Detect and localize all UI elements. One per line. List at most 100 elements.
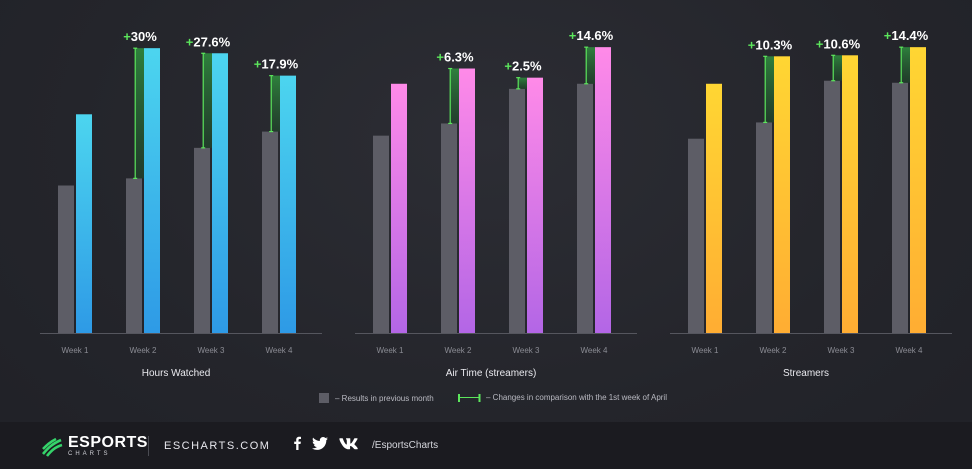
brand-logo[interactable]: ESPORTS CHARTS bbox=[40, 434, 148, 458]
bar-current bbox=[391, 83, 407, 333]
x-tick-label: Week 1 bbox=[377, 346, 405, 355]
change-band bbox=[833, 55, 842, 81]
change-band bbox=[765, 56, 774, 123]
logo-main-text: ESPORTS bbox=[68, 434, 148, 451]
logo-mark-icon bbox=[42, 437, 63, 457]
bar-previous bbox=[824, 80, 840, 333]
bar-current bbox=[706, 83, 722, 333]
bar-current bbox=[842, 55, 858, 334]
change-band bbox=[271, 75, 280, 132]
legend: – Results in previous month – Changes in… bbox=[0, 393, 972, 407]
bar-previous bbox=[688, 138, 704, 333]
x-tick-label: Week 3 bbox=[828, 346, 856, 355]
bar-previous bbox=[577, 83, 593, 333]
change-sign: + bbox=[186, 34, 194, 49]
change-value: 2.5% bbox=[512, 59, 542, 74]
change-value: 6.3% bbox=[444, 50, 474, 65]
change-label: +14.6% bbox=[569, 28, 614, 43]
change-value: 10.6% bbox=[823, 36, 860, 51]
change-label: +10.3% bbox=[748, 37, 793, 52]
change-value: 10.3% bbox=[755, 37, 792, 52]
chart-title: Hours Watched bbox=[142, 368, 211, 379]
bar-current bbox=[76, 114, 92, 333]
change-sign: + bbox=[436, 50, 444, 65]
x-tick-label: Week 4 bbox=[266, 346, 294, 355]
bar-previous bbox=[441, 123, 457, 333]
change-label: +2.5% bbox=[504, 59, 542, 74]
bar-current bbox=[774, 56, 790, 334]
bar-previous bbox=[892, 82, 908, 333]
logo-sub-text: CHARTS bbox=[68, 451, 111, 457]
x-tick-label: Week 3 bbox=[198, 346, 226, 355]
facebook-icon[interactable] bbox=[292, 436, 302, 455]
change-label: +17.9% bbox=[254, 57, 299, 72]
change-value: 14.6% bbox=[576, 28, 613, 43]
change-value: 14.4% bbox=[891, 28, 928, 43]
x-tick-label: Week 1 bbox=[692, 346, 720, 355]
legend-item-change: – Changes in comparison with the 1st wee… bbox=[458, 393, 667, 402]
x-tick-label: Week 2 bbox=[445, 346, 473, 355]
change-label: +6.3% bbox=[436, 50, 474, 65]
change-sign: + bbox=[504, 59, 512, 74]
change-value: 30% bbox=[131, 29, 157, 44]
change-sign: + bbox=[884, 28, 892, 43]
charts-svg: Week 1 Week 2 +30% Week 3 +27.6% Week 4 +17.9%… bbox=[40, 28, 952, 379]
social-links: /EsportsCharts bbox=[292, 436, 448, 455]
bar-previous bbox=[373, 135, 389, 333]
change-band bbox=[586, 47, 595, 84]
x-tick-label: Week 4 bbox=[896, 346, 924, 355]
bar-current bbox=[527, 77, 543, 333]
twitter-icon[interactable] bbox=[312, 436, 328, 455]
chart-title: Streamers bbox=[783, 368, 829, 379]
legend-label-previous: – Results in previous month bbox=[335, 393, 434, 403]
bar-current bbox=[459, 68, 475, 333]
bar-previous bbox=[58, 185, 74, 333]
change-label: +10.6% bbox=[816, 36, 861, 51]
change-sign: + bbox=[123, 29, 131, 44]
change-value: 27.6% bbox=[193, 34, 230, 49]
x-tick-label: Week 3 bbox=[513, 346, 541, 355]
bar-current bbox=[144, 48, 160, 333]
bar-current bbox=[910, 47, 926, 333]
bar-previous bbox=[194, 147, 210, 333]
social-handle[interactable]: /EsportsCharts bbox=[372, 440, 439, 451]
vk-icon[interactable] bbox=[338, 437, 358, 455]
change-band bbox=[135, 48, 144, 179]
bar-previous bbox=[262, 131, 278, 333]
site-link[interactable]: ESCHARTS.COM bbox=[164, 440, 271, 452]
bar-previous bbox=[509, 88, 525, 334]
x-tick-label: Week 2 bbox=[760, 346, 788, 355]
legend-label-change: – Changes in comparison with the 1st wee… bbox=[486, 393, 667, 402]
x-tick-label: Week 2 bbox=[130, 346, 158, 355]
change-label: +27.6% bbox=[186, 34, 231, 49]
bar-current bbox=[212, 53, 228, 334]
bar-previous bbox=[756, 122, 772, 334]
chart-title: Air Time (streamers) bbox=[446, 368, 537, 379]
change-sign: + bbox=[569, 28, 577, 43]
footer-divider bbox=[148, 436, 149, 456]
chart-3: Week 1 Week 2 +10.3% Week 3 +10.6% Week 4 +14.… bbox=[670, 28, 952, 379]
chart-1: Week 1 Week 2 +30% Week 3 +27.6% Week 4 +17.9%… bbox=[40, 29, 322, 379]
change-sign: + bbox=[254, 57, 262, 72]
footer: ESPORTS CHARTS ESCHARTS.COM /EsportsChar… bbox=[0, 422, 972, 469]
bar-current bbox=[280, 75, 296, 333]
legend-swatch-previous bbox=[319, 393, 329, 403]
change-label: +14.4% bbox=[884, 28, 929, 43]
legend-swatch-change bbox=[458, 393, 480, 402]
change-band bbox=[203, 53, 212, 148]
change-band bbox=[901, 47, 910, 83]
legend-item-previous: – Results in previous month bbox=[319, 393, 434, 403]
change-value: 17.9% bbox=[261, 57, 298, 72]
x-tick-label: Week 4 bbox=[581, 346, 609, 355]
change-band bbox=[518, 77, 527, 89]
change-label: +30% bbox=[123, 29, 157, 44]
logo-text: ESPORTS CHARTS bbox=[68, 434, 148, 458]
chart-2: Week 1 Week 2 +6.3% Week 3 +2.5% Week 4 +14.6%… bbox=[355, 28, 637, 379]
x-tick-label: Week 1 bbox=[62, 346, 90, 355]
change-sign: + bbox=[816, 36, 824, 51]
bar-previous bbox=[126, 178, 142, 333]
change-band bbox=[450, 68, 459, 124]
change-sign: + bbox=[748, 37, 756, 52]
bar-current bbox=[595, 47, 611, 333]
